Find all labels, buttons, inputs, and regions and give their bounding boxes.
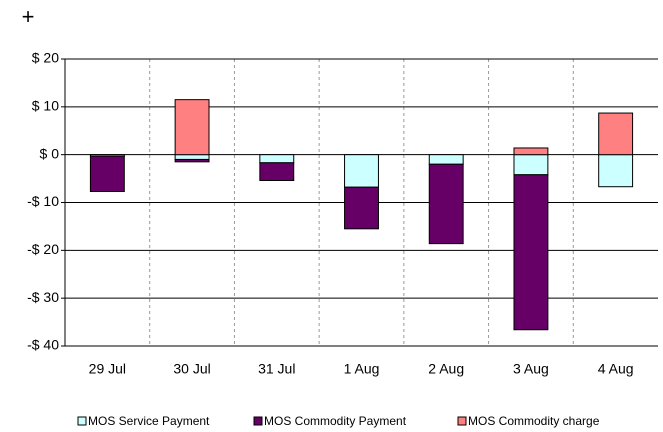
- bar-segment: [428, 154, 464, 165]
- bar-segment: [174, 99, 210, 156]
- bar-segment: [428, 163, 464, 245]
- x-tick-label: 3 Aug: [513, 361, 549, 377]
- bar-segment: [174, 158, 210, 163]
- legend-swatch: [77, 416, 87, 426]
- bar-segment: [344, 154, 379, 188]
- bar-segment: [513, 154, 549, 176]
- y-tick-label: -$ 30: [27, 289, 59, 305]
- bar-segment: [259, 162, 295, 181]
- bar-segment: [259, 154, 295, 164]
- x-tick-label: 2 Aug: [428, 361, 464, 377]
- y-tick-label: $ 0: [40, 145, 60, 161]
- x-tick-label: 31 Jul: [258, 361, 295, 377]
- y-tick-label: $ 10: [32, 98, 59, 114]
- y-tick-label: -$ 40: [27, 337, 59, 353]
- legend-label: MOS Commodity charge: [468, 414, 600, 428]
- y-tick-label: -$ 10: [27, 193, 59, 209]
- bar-segment: [174, 154, 210, 160]
- x-tick-label: 4 Aug: [598, 361, 634, 377]
- bar-segment: [513, 147, 549, 156]
- bar-segment: [598, 154, 634, 188]
- bar-segment: [89, 155, 125, 192]
- legend-label: MOS Service Payment: [88, 414, 210, 428]
- legend-swatch: [457, 416, 467, 426]
- cursor-cross: +: [22, 4, 35, 29]
- bar-segment: [598, 112, 634, 156]
- x-tick-label: 1 Aug: [344, 361, 380, 377]
- legend-swatch: [253, 416, 263, 426]
- y-tick-label: -$ 20: [27, 241, 59, 257]
- bar-segment: [513, 174, 549, 331]
- x-tick-label: 29 Jul: [89, 361, 126, 377]
- x-tick-label: 30 Jul: [173, 361, 210, 377]
- legend-label: MOS Commodity Payment: [264, 414, 407, 428]
- y-tick-label: $ 20: [32, 50, 59, 66]
- bar-segment: [344, 186, 379, 230]
